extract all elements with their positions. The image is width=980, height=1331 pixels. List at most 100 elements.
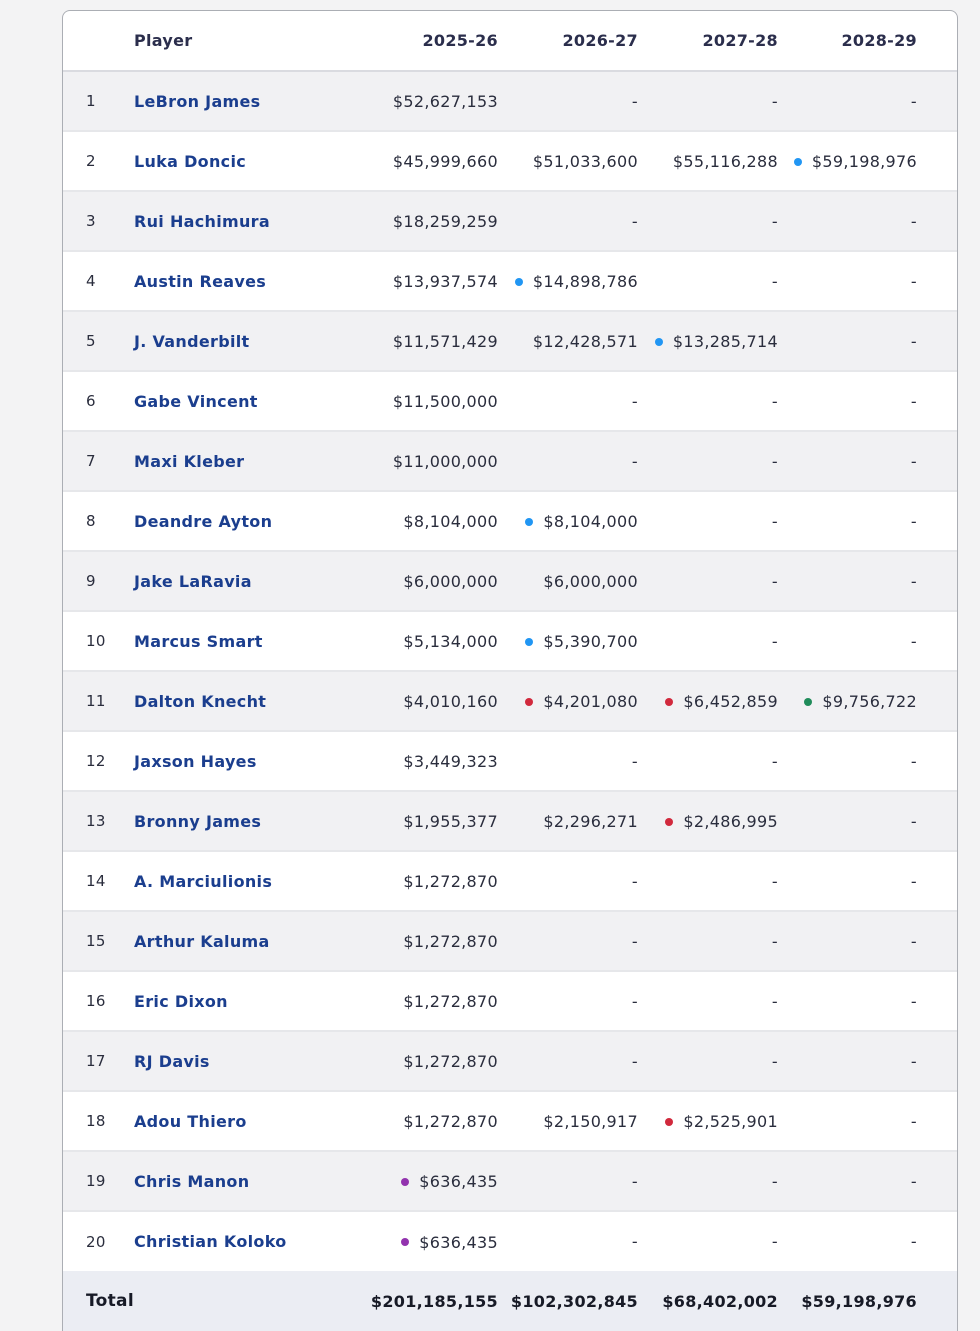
salary-value: $59,198,976 — [811, 152, 917, 172]
player-link[interactable]: A. Marciulionis — [134, 871, 273, 891]
player-link[interactable]: Jake LaRavia — [134, 571, 252, 591]
salary-value: - — [631, 1051, 638, 1071]
table-row: 3 Rui Hachimura $18,259,259 - - - — [63, 191, 957, 251]
salary-cell: - — [778, 731, 957, 791]
table-row: 10 Marcus Smart $5,134,000 $5,390,700 - - — [63, 611, 957, 671]
salary-value: - — [771, 991, 778, 1011]
player-cell: Rui Hachimura — [134, 191, 358, 251]
salary-value: $2,150,917 — [543, 1111, 638, 1131]
salary-cell: - — [778, 911, 957, 971]
player-cell: Arthur Kaluma — [134, 911, 358, 971]
status-dot-red — [525, 697, 534, 706]
player-link[interactable]: Austin Reaves — [134, 271, 267, 291]
status-dot-red — [665, 817, 674, 826]
player-link[interactable]: RJ Davis — [134, 1051, 210, 1071]
salary-cell: - — [498, 1211, 638, 1271]
salary-cell: - — [638, 191, 778, 251]
rank-column-header — [63, 11, 134, 72]
status-dot-purple — [401, 1238, 410, 1247]
salary-value: - — [910, 451, 917, 471]
salary-cell: - — [778, 611, 957, 671]
salary-value: - — [771, 91, 778, 111]
salary-cell: $2,296,271 — [498, 791, 638, 851]
salary-cell: $11,500,000 — [358, 371, 498, 431]
player-link[interactable]: Marcus Smart — [134, 631, 263, 651]
status-dot-blue — [654, 337, 663, 346]
total-label: Total — [86, 1291, 134, 1311]
salary-cell: $11,000,000 — [358, 431, 498, 491]
salary-cell: $1,955,377 — [358, 791, 498, 851]
salary-value: $6,452,859 — [683, 692, 778, 712]
salary-value: $14,898,786 — [532, 272, 638, 292]
salary-value: $13,285,714 — [672, 332, 778, 352]
salary-cell: - — [498, 851, 638, 911]
salary-value: - — [910, 571, 917, 591]
salary-value: - — [631, 211, 638, 231]
player-link[interactable]: Maxi Kleber — [134, 451, 245, 471]
player-link[interactable]: J. Vanderbilt — [134, 331, 250, 351]
season-column-header-2025-26[interactable]: 2025-26 — [358, 11, 498, 72]
player-cell: Marcus Smart — [134, 611, 358, 671]
player-link[interactable]: Christian Koloko — [134, 1232, 287, 1251]
table-row: 6 Gabe Vincent $11,500,000 - - - — [63, 371, 957, 431]
table-row: 18 Adou Thiero $1,272,870 $2,150,917 $2,525,… — [63, 1091, 957, 1151]
salary-cell: - — [638, 851, 778, 911]
season-column-header-2027-28[interactable]: 2027-28 — [638, 11, 778, 72]
salary-value: - — [910, 1232, 917, 1251]
salary-cell: $18,259,259 — [358, 191, 498, 251]
salary-value: $636,435 — [419, 1172, 498, 1192]
salary-value: $45,999,660 — [392, 151, 498, 171]
player-link[interactable]: LeBron James — [134, 91, 261, 111]
player-link[interactable]: Jaxson Hayes — [134, 751, 257, 771]
salary-cell: - — [498, 1031, 638, 1091]
salary-value: $13,937,574 — [392, 271, 498, 291]
table-row: 17 RJ Davis $1,272,870 - - - — [63, 1031, 957, 1091]
season-column-header-2026-27[interactable]: 2026-27 — [498, 11, 638, 72]
player-cell: Luka Doncic — [134, 131, 358, 191]
salary-cell: $11,571,429 — [358, 311, 498, 371]
salary-cell: - — [778, 71, 957, 131]
row-rank: 10 — [86, 632, 106, 650]
salary-value: - — [631, 391, 638, 411]
player-link[interactable]: Dalton Knecht — [134, 691, 267, 711]
salary-value: - — [631, 871, 638, 891]
table-row: 16 Eric Dixon $1,272,870 - - - — [63, 971, 957, 1031]
salary-value: $51,033,600 — [532, 151, 638, 171]
salary-cell: - — [498, 71, 638, 131]
player-link[interactable]: Chris Manon — [134, 1171, 250, 1191]
player-link[interactable]: Deandre Ayton — [134, 511, 273, 531]
header-row: Player 2025-26 2026-27 2027-28 2028-29 — [63, 11, 957, 72]
row-rank: 12 — [86, 752, 106, 770]
salary-value: $2,525,901 — [683, 1112, 778, 1132]
player-link[interactable]: Adou Thiero — [134, 1111, 247, 1131]
table-row: 15 Arthur Kaluma $1,272,870 - - - — [63, 911, 957, 971]
player-link[interactable]: Gabe Vincent — [134, 391, 258, 411]
row-rank: 4 — [86, 272, 96, 290]
salary-value: - — [631, 451, 638, 471]
salary-cell: - — [638, 911, 778, 971]
table-row: 20 Christian Koloko $636,435 - - - — [63, 1211, 957, 1271]
row-rank: 8 — [86, 512, 96, 530]
player-link[interactable]: Arthur Kaluma — [134, 931, 270, 951]
row-rank: 15 — [86, 932, 106, 950]
salary-cell: $2,486,995 — [638, 791, 778, 851]
salary-cell: $8,104,000 — [358, 491, 498, 551]
salary-cell: $51,033,600 — [498, 131, 638, 191]
player-column-header[interactable]: Player — [134, 11, 358, 72]
salary-value: $4,201,080 — [543, 692, 638, 712]
player-link[interactable]: Eric Dixon — [134, 991, 228, 1011]
table-row: 4 Austin Reaves $13,937,574 $14,898,786 - - — [63, 251, 957, 311]
salary-cell: $1,272,870 — [358, 851, 498, 911]
row-rank: 14 — [86, 872, 106, 890]
table-row: 2 Luka Doncic $45,999,660 $51,033,600 $55,11… — [63, 131, 957, 191]
season-column-header-2028-29[interactable]: 2028-29 — [778, 11, 957, 72]
status-dot-blue — [525, 517, 534, 526]
player-link[interactable]: Bronny James — [134, 811, 262, 831]
salary-value: $18,259,259 — [392, 211, 498, 231]
salary-value: $55,116,288 — [672, 151, 778, 171]
player-link[interactable]: Rui Hachimura — [134, 211, 270, 231]
salary-cell: $13,937,574 — [358, 251, 498, 311]
player-link[interactable]: Luka Doncic — [134, 151, 247, 171]
salary-table-card: Player 2025-26 2026-27 2027-28 2028-29 1… — [62, 10, 958, 1331]
salary-value: - — [771, 211, 778, 231]
